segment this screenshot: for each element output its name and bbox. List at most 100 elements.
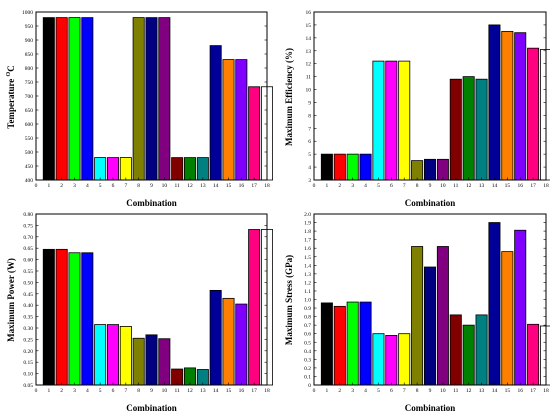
bar-combination-1	[320, 302, 333, 386]
bar-combination-4	[359, 153, 372, 181]
y-tick-label: 800	[25, 66, 34, 72]
y-tick-label: 12	[306, 62, 312, 68]
bar-combination-17	[527, 323, 540, 386]
bar-combination-5	[94, 324, 107, 386]
y-tick-label: 3	[308, 178, 311, 184]
y-tick-label: 0.8	[304, 315, 311, 321]
y-tick-label: 550	[25, 136, 34, 142]
x-tick-label: 3	[351, 388, 354, 394]
bar-combination-1	[42, 248, 55, 386]
x-tick-label: 6	[390, 183, 393, 189]
bar-combination-8	[411, 160, 424, 181]
x-tick-label: 5	[377, 183, 380, 189]
x-tick-label: 3	[73, 183, 76, 189]
bar-combination-10	[158, 338, 171, 386]
bar-combination-9	[145, 17, 158, 181]
bar-combination-13	[475, 314, 488, 386]
bar-combination-13	[196, 157, 209, 181]
bar-combination-11	[171, 157, 184, 181]
y-tick-label: 14	[306, 36, 312, 42]
y-tick-label: 0.4	[304, 349, 311, 355]
x-axis-title: Combination	[405, 198, 456, 208]
x-tick-label: 8	[137, 183, 140, 189]
y-tick-label: 0.50	[23, 280, 33, 286]
bar-combination-8	[411, 246, 424, 386]
y-tick-label: 0.55	[23, 269, 33, 275]
bar-combination-15	[501, 30, 514, 181]
y-tick-label: 0.40	[23, 303, 33, 309]
bar-combination-11	[449, 314, 462, 386]
bar-combination-3	[346, 301, 359, 386]
bar-combination-16	[235, 303, 248, 386]
x-tick-label: 16	[239, 183, 245, 189]
x-tick-label: 6	[390, 388, 393, 394]
bar-combination-4	[81, 17, 94, 181]
x-tick-label: 4	[86, 183, 89, 189]
bar-combination-16	[514, 32, 527, 181]
x-tick-label: 0	[313, 183, 316, 189]
y-tick-label: 650	[25, 108, 34, 114]
x-tick-label: 14	[213, 183, 219, 189]
bar-combination-5	[94, 157, 107, 181]
x-axis-title: Combination	[405, 403, 456, 413]
x-tick-label: 8	[416, 183, 419, 189]
y-tick-label: 0.45	[23, 292, 33, 298]
bar-combination-18	[540, 49, 550, 181]
y-tick-label: 500	[25, 150, 34, 156]
x-tick-label: 0	[35, 388, 38, 394]
y-tick-label: 0.15	[23, 360, 33, 366]
x-tick-label: 11	[175, 183, 181, 189]
bar-combination-7	[119, 157, 132, 181]
y-tick-label: 0.25	[23, 337, 33, 343]
bar-combination-17	[527, 47, 540, 181]
y-tick-label: 0.65	[23, 246, 33, 252]
x-tick-label: 7	[403, 183, 406, 189]
y-tick-label: 13	[306, 49, 312, 55]
y-tick-label: 1.6	[304, 246, 311, 252]
y-tick-label: 450	[25, 164, 34, 170]
y-tick-label: 400	[25, 178, 34, 184]
y-tick-label: 1.8	[304, 229, 311, 235]
x-tick-label: 7	[124, 388, 127, 394]
y-tick-label: 4	[308, 165, 311, 171]
x-tick-label: 2	[338, 388, 341, 394]
x-tick-label: 3	[73, 388, 76, 394]
x-tick-label: 10	[162, 183, 168, 189]
x-tick-label: 10	[440, 183, 446, 189]
y-tick-label: 750	[25, 80, 34, 86]
y-tick-label: 0.75	[23, 223, 33, 229]
x-axis-title: Combination	[126, 403, 177, 413]
y-tick-label: 0.7	[304, 323, 311, 329]
x-tick-label: 8	[137, 388, 140, 394]
bar-combination-6	[107, 324, 120, 386]
x-tick-label: 10	[440, 388, 446, 394]
x-tick-label: 18	[264, 183, 270, 189]
bar-combination-3	[68, 17, 81, 181]
bar-combination-2	[55, 17, 68, 181]
x-tick-label: 15	[226, 183, 232, 189]
x-tick-label: 16	[239, 388, 245, 394]
y-tick-label: 900	[25, 38, 34, 44]
bar-combination-17	[248, 86, 261, 181]
bar-combination-15	[222, 297, 235, 386]
temperature-chart: 0 1 2 3 4 5 6 7 8 9 10 11 12 13 14 15 16 17 18400450500550…	[6, 10, 273, 208]
bar-combination-4	[359, 301, 372, 386]
y-tick-label: 700	[25, 94, 34, 100]
bar-combination-14	[209, 45, 222, 181]
x-tick-label: 16	[517, 388, 523, 394]
bar-combination-12	[462, 324, 475, 386]
x-tick-label: 12	[466, 183, 472, 189]
bar-combination-9	[145, 334, 158, 386]
efficiency-chart: 0 1 2 3 4 5 6 7 8 9 10 11 12 13 14 15 16 17 18345678910111…	[284, 10, 550, 208]
bar-combination-11	[449, 78, 462, 181]
x-tick-label: 18	[264, 388, 270, 394]
bar-combination-3	[68, 252, 81, 386]
bar-combination-9	[423, 158, 436, 181]
x-tick-label: 9	[150, 388, 153, 394]
stress-chart: 0 1 2 3 4 5 6 7 8 9 10 11 12 13 14 15 16 17 1800.10.20.30.…	[284, 212, 550, 413]
y-axis-title: Maximum Efficiency (%)	[284, 48, 294, 146]
y-tick-label: 0.35	[23, 315, 33, 321]
bar-combination-12	[183, 157, 196, 181]
y-tick-label: 0.20	[23, 349, 33, 355]
x-tick-label: 9	[429, 183, 432, 189]
